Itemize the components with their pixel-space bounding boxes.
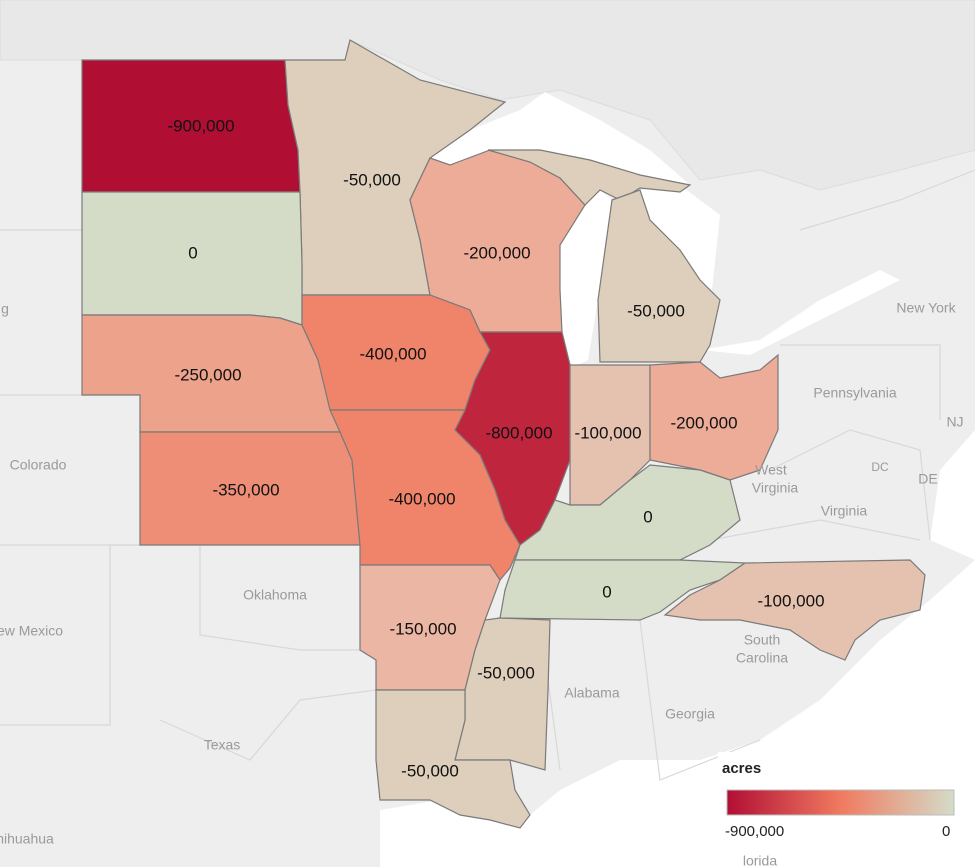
lake-erie-ontario: [700, 270, 900, 355]
value-south-dakota: 0: [188, 243, 197, 262]
label-south-carolina-1: South: [744, 632, 781, 648]
label-new-york: New York: [896, 300, 956, 316]
label-florida-edge: lorida: [743, 853, 777, 867]
legend-title: acres: [722, 760, 761, 777]
label-texas: Texas: [204, 737, 241, 753]
label-georgia: Georgia: [665, 706, 715, 722]
label-wyoming-edge: g: [1, 301, 9, 317]
value-arkansas: -150,000: [389, 619, 456, 638]
background-labels: Colorado Oklahoma ew Mexico Texas hihuah…: [0, 300, 964, 867]
value-north-dakota: -900,000: [167, 116, 234, 135]
state-michigan-lower[interactable]: [597, 189, 721, 363]
state-michigan[interactable]: [487, 149, 692, 206]
value-mississippi: -50,000: [477, 663, 535, 682]
state-value-labels: -900,000 -50,000 0 -200,000 -50,000 -250…: [167, 116, 824, 780]
states: [81, 39, 926, 829]
value-illinois: -800,000: [485, 423, 552, 442]
state-ohio[interactable]: [649, 353, 779, 481]
label-chihuahua: hihuahua: [0, 831, 54, 847]
label-dc: DC: [871, 460, 889, 474]
atlantic-ocean: [930, 430, 975, 560]
value-minnesota: -50,000: [343, 170, 401, 189]
label-alabama: Alabama: [564, 685, 619, 701]
label-oklahoma: Oklahoma: [243, 587, 307, 603]
legend-color-ramp: [726, 789, 955, 816]
value-north-carolina: -100,000: [757, 591, 824, 610]
lake-superior: [430, 92, 690, 185]
state-louisiana[interactable]: [375, 689, 531, 829]
value-kentucky: 0: [643, 507, 652, 526]
state-tennessee[interactable]: [499, 559, 747, 621]
label-de: DE: [918, 471, 937, 487]
legend-min-label: -900,000: [725, 823, 784, 840]
state-missouri[interactable]: [329, 409, 521, 582]
label-pennsylvania: Pennsylvania: [813, 385, 896, 401]
value-michigan: -50,000: [627, 301, 685, 320]
value-ohio: -200,000: [670, 413, 737, 432]
value-indiana: -100,000: [574, 423, 641, 442]
label-virginia: Virginia: [821, 503, 868, 519]
label-nj: NJ: [946, 414, 963, 430]
label-west-virginia-1: West: [755, 462, 787, 478]
label-west-virginia-2: Virginia: [752, 480, 799, 496]
value-wisconsin: -200,000: [463, 243, 530, 262]
value-louisiana: -50,000: [401, 761, 459, 780]
color-legend: acres -900,000 0: [718, 752, 968, 848]
value-missouri: -400,000: [388, 489, 455, 508]
value-nebraska: -250,000: [174, 365, 241, 384]
label-new-mexico: ew Mexico: [0, 623, 63, 639]
lake-michigan: [560, 190, 612, 368]
label-colorado: Colorado: [10, 457, 67, 473]
label-south-carolina-2: Carolina: [736, 650, 788, 666]
state-north-carolina[interactable]: [663, 559, 926, 661]
legend-max-label: 0: [942, 823, 950, 840]
value-tennessee: 0: [602, 582, 611, 601]
value-iowa: -400,000: [359, 344, 426, 363]
value-kansas: -350,000: [212, 480, 279, 499]
